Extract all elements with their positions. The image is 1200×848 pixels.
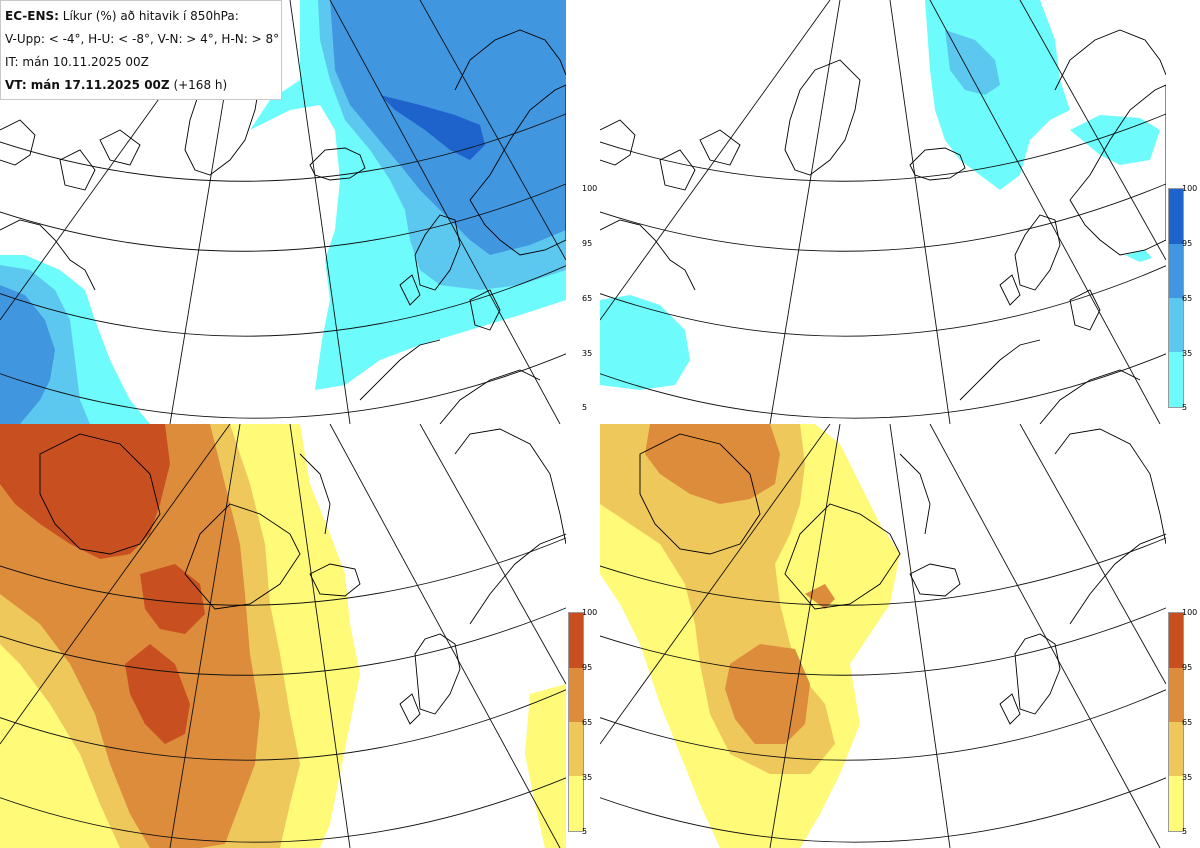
graticule [600,424,1166,848]
colorbar-tick-65: 65 [582,294,593,303]
prob-area-95 [0,424,170,559]
colorbar-tick-100: 100 [582,184,598,193]
prob-area-5-east [1125,250,1152,262]
map-panel-warm-anomaly-8 [600,424,1166,848]
coastlines [39,428,566,725]
prob-area-5-east [525,684,566,848]
coastlines [639,428,1166,725]
init-time: IT: mán 10.11.2025 00Z [5,55,149,69]
product-description: Líkur (%) að hitavik í 850hPa: [62,9,239,23]
info-box: EC-ENS: Líkur (%) að hitavik í 850hPa: V… [0,0,282,100]
map-canvas [600,424,1166,848]
prob-area-95-c [125,644,190,744]
colorbar-tick-35: 35 [1182,349,1193,358]
colorbar-tick-100: 100 [1182,608,1198,617]
graticule [0,424,566,848]
threshold-legend: V-Upp: < -4°, H-U: < -8°, V-N: > 4°, H-N… [5,32,280,46]
colorbar-tick-5: 5 [582,403,588,412]
colorbar-tick-95: 95 [1182,239,1193,248]
prob-area-35 [945,30,1000,95]
colorbar-cold-tr [1168,188,1184,408]
prob-area-65 [645,424,780,504]
map-canvas [0,0,566,424]
map-panel-cold-anomaly-4 [0,0,566,424]
colorbar-warm-br [1168,612,1184,832]
colorbar-labels-tl: 100 95 65 35 5 [582,184,600,412]
lead-time: (+168 h) [173,78,228,92]
colorbar-tick-100: 100 [582,608,598,617]
colorbar-tick-5: 5 [1182,827,1188,836]
colorbar-tick-65: 65 [1182,718,1193,727]
prob-area-95 [380,95,485,160]
colorbar-tick-35: 35 [1182,773,1193,782]
prob-area-65-west [0,285,55,424]
map-panel-warm-anomaly-4 [0,424,566,848]
colorbar-tick-35: 35 [582,349,593,358]
colorbar-tick-5: 5 [582,827,588,836]
coastlines [600,29,1166,424]
map-panel-cold-anomaly-8 [600,0,1166,424]
colorbar-warm-bl [568,612,584,832]
valid-time-line: VT: mán 17.11.2025 00Z (+168 h) [5,74,277,97]
colorbar-tick-5: 5 [1182,403,1188,412]
map-canvas [0,424,566,848]
colorbar-tick-100: 100 [1182,184,1198,193]
colorbar-tick-95: 95 [582,663,593,672]
prob-area-5 [925,0,1070,190]
graticule [600,0,1166,424]
prob-area-95-b [140,564,205,634]
prob-area-5-west [600,295,690,390]
colorbar-tick-95: 95 [1182,663,1193,672]
info-title-line: EC-ENS: Líkur (%) að hitavik í 850hPa: [5,5,277,28]
map-canvas [600,0,1166,424]
prob-area-5-b [1070,115,1160,165]
colorbar-tick-95: 95 [582,239,593,248]
colorbar-labels-br: 100 95 65 35 5 [1182,608,1200,836]
colorbar-labels-bl: 100 95 65 35 5 [582,608,600,836]
colorbar-tick-65: 65 [582,718,593,727]
model-name: EC-ENS: [5,9,59,23]
valid-time: VT: mán 17.11.2025 00Z [5,78,170,92]
colorbar-tick-35: 35 [582,773,593,782]
colorbar-tick-65: 65 [1182,294,1193,303]
colorbar-labels-tr: 100 95 65 35 5 [1182,184,1200,412]
